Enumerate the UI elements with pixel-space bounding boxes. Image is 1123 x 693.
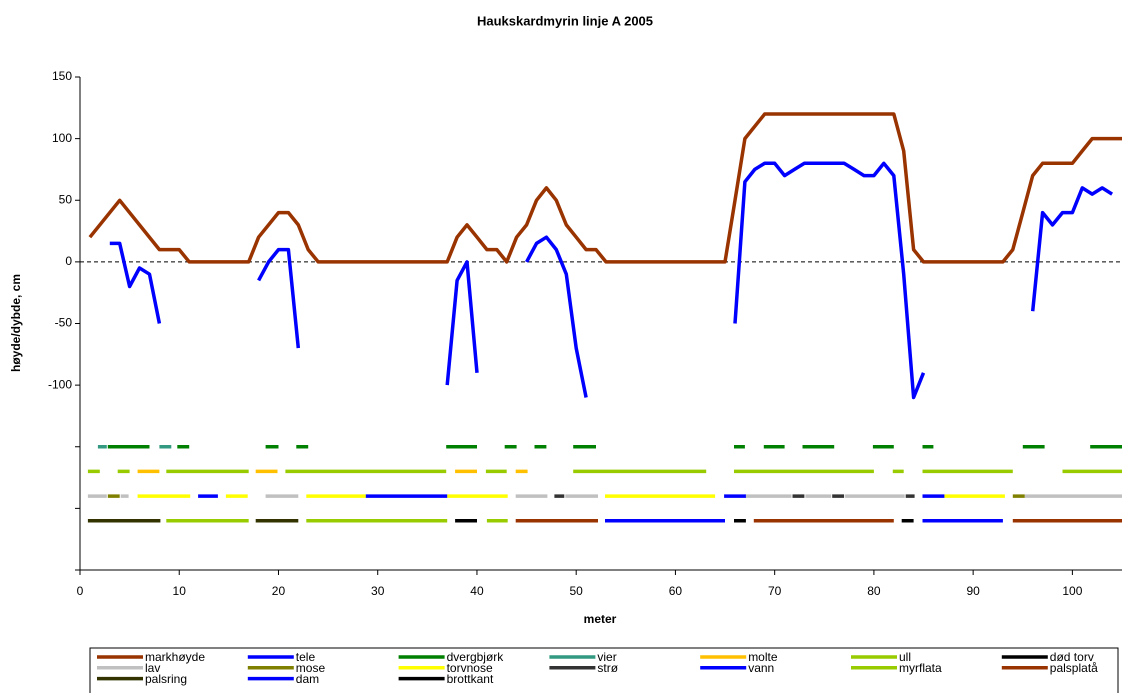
x-tick-label: 80: [867, 584, 881, 598]
series-line: [109, 161, 1114, 400]
legend-label: brottkant: [447, 672, 494, 686]
legend-label: palsplatå: [1050, 661, 1098, 675]
legend-label: ull: [899, 650, 911, 664]
y-tick-label: 150: [52, 69, 72, 83]
x-tick-label: 40: [470, 584, 484, 598]
x-tick-label: 10: [173, 584, 187, 598]
legend-label: palsring: [145, 672, 187, 686]
legend-label: tele: [296, 650, 316, 664]
x-tick-label: 50: [570, 584, 584, 598]
legend-label: lav: [145, 661, 160, 675]
y-tick-label: 0: [65, 254, 72, 268]
y-tick-label: 50: [59, 192, 73, 206]
y-tick-label: 100: [52, 131, 72, 145]
x-tick-label: 70: [768, 584, 782, 598]
y-tick-label: -100: [48, 377, 72, 391]
y-tick-label: -50: [55, 316, 73, 330]
legend-label: molte: [748, 650, 778, 664]
x-tick-label: 60: [669, 584, 683, 598]
legend-label: myrflata: [899, 661, 942, 675]
legend-label: dam: [296, 672, 319, 686]
x-tick-label: 30: [371, 584, 385, 598]
chart-title: Haukskardmyrin linje A 2005: [477, 13, 653, 28]
y-axis-label: høyde/dybde, cm: [9, 274, 23, 372]
legend-label: torvnose: [447, 661, 493, 675]
series-line: [88, 112, 1122, 264]
legend-label: mose: [296, 661, 326, 675]
legend-label: strø: [597, 661, 618, 675]
legend-label: dvergbjørk: [447, 650, 505, 664]
x-tick-label: 20: [272, 584, 286, 598]
x-tick-label: 100: [1062, 584, 1082, 598]
x-tick-label: 90: [966, 584, 980, 598]
x-axis-label: meter: [584, 612, 617, 626]
legend-label: vann: [748, 661, 774, 675]
legend-label: vier: [597, 650, 616, 664]
legend-label: markhøyde: [145, 650, 205, 664]
x-tick-label: 0: [77, 584, 84, 598]
legend-label: død torv: [1050, 650, 1094, 664]
